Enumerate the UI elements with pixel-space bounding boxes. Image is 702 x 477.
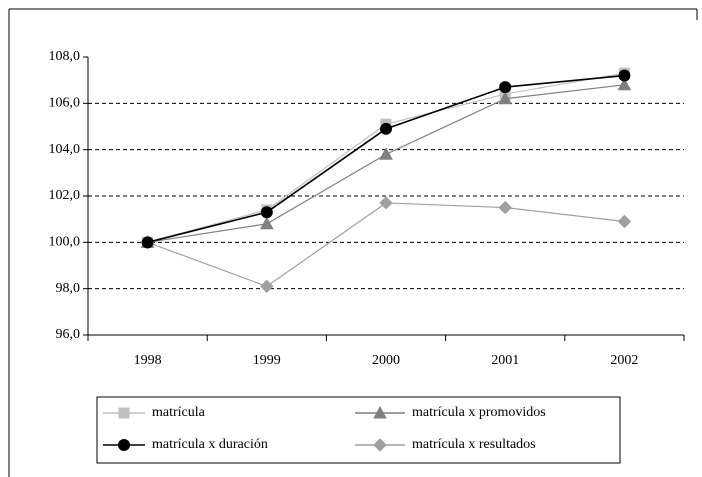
x-tick-label: 2002 <box>610 353 638 368</box>
y-tick-label: 104,0 <box>49 142 81 157</box>
x-tick-label: 2001 <box>491 353 519 368</box>
legend-label: matrícula x duración <box>152 437 268 452</box>
legend-label: matrícula <box>152 405 206 420</box>
marker <box>380 122 392 135</box>
x-tick-label: 2000 <box>372 353 400 368</box>
marker <box>379 196 393 210</box>
marker <box>373 405 387 419</box>
series-line <box>147 202 625 288</box>
y-tick-label: 100,0 <box>49 235 81 250</box>
legend-box <box>96 396 621 464</box>
marker <box>617 77 632 91</box>
marker <box>118 407 130 419</box>
legend-label: matrícula x promovidos <box>412 405 546 420</box>
marker <box>499 81 512 94</box>
marker <box>259 216 274 230</box>
marker <box>373 438 387 452</box>
y-tick-label: 108,0 <box>49 49 81 64</box>
marker <box>498 91 513 105</box>
marker <box>379 147 393 160</box>
y-tick-label: 98,0 <box>56 281 81 296</box>
marker <box>118 439 130 451</box>
marker <box>141 236 154 249</box>
marker <box>260 279 274 294</box>
y-tick-label: 96,0 <box>56 327 81 342</box>
marker <box>498 200 512 215</box>
y-tick-label: 106,0 <box>49 96 81 111</box>
series-line <box>147 84 625 243</box>
marker <box>617 214 632 229</box>
x-tick-label: 1998 <box>134 353 162 368</box>
y-tick-label: 102,0 <box>49 188 81 203</box>
legend-label: matrícula x resultados <box>412 437 536 452</box>
marker <box>260 206 273 219</box>
marker <box>618 69 631 82</box>
x-tick-label: 1999 <box>253 353 281 368</box>
